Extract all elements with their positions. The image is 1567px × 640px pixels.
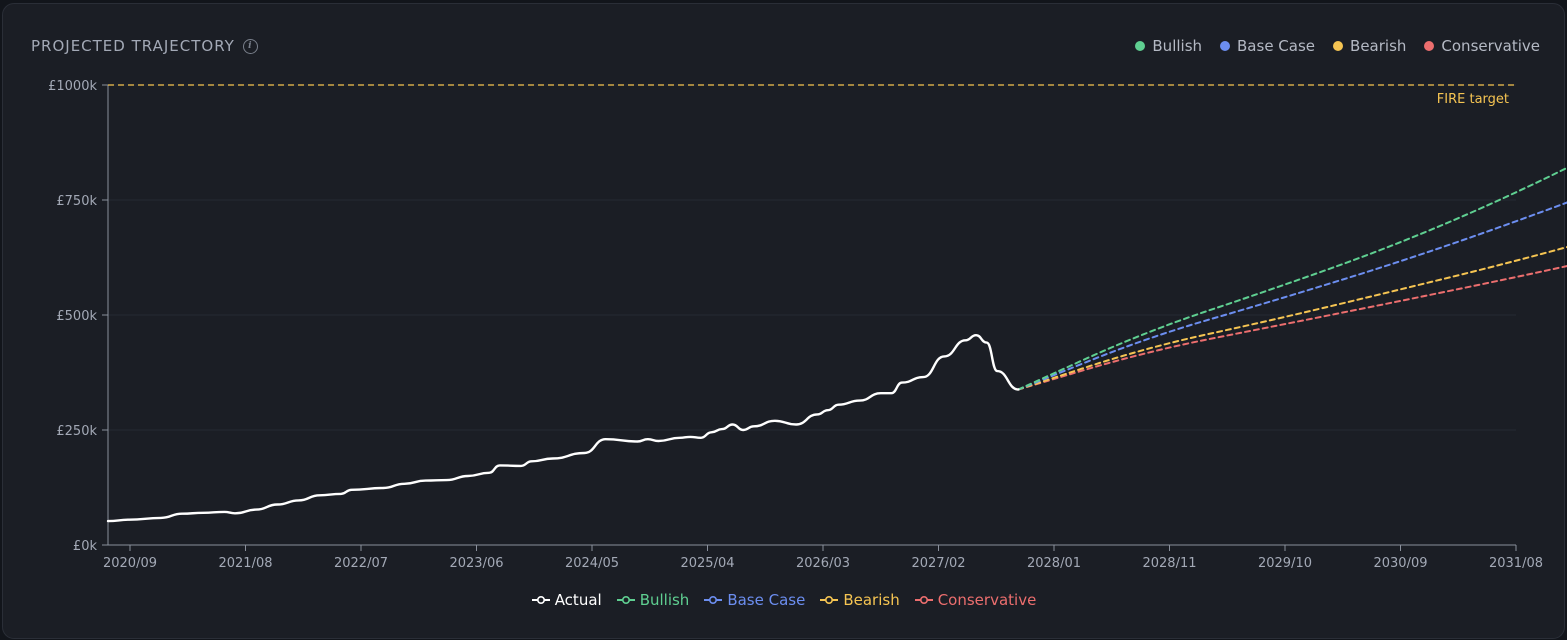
- x-tick-label: 2024/05: [565, 556, 619, 571]
- legend-line-icon: [704, 595, 723, 605]
- chart-title: PROJECTED TRAJECTORY i: [31, 37, 258, 55]
- x-tick-label: 2021/08: [218, 556, 272, 571]
- grid-layer: [108, 84, 1516, 431]
- bottom-legend-base-case[interactable]: Base Case: [703, 591, 805, 609]
- info-icon[interactable]: i: [242, 38, 258, 54]
- top-legend: Bullish Base Case Bearish Conservative: [1135, 37, 1540, 55]
- series-line-base-case: [1017, 201, 1567, 391]
- legend-dot-icon: [1424, 41, 1435, 51]
- y-tick-label: £500k: [56, 309, 97, 324]
- legend-label: Base Case: [727, 591, 806, 609]
- x-tick-label: 2029/10: [1258, 556, 1312, 571]
- series-line-bullish: [1017, 166, 1567, 391]
- series-line-conservative: [1017, 265, 1567, 391]
- top-legend-base-case[interactable]: Base Case: [1220, 37, 1315, 55]
- x-tick-label: 2028/01: [1027, 556, 1081, 571]
- x-tick-label: 2020/09: [103, 556, 157, 571]
- legend-dot-icon: [1135, 41, 1146, 51]
- legend-dot-icon: [1220, 41, 1231, 51]
- series-layer: [106, 166, 1567, 523]
- legend-label: Bullish: [639, 591, 690, 609]
- bottom-legend-bullish[interactable]: Bullish: [616, 591, 690, 609]
- x-tick-label: 2022/07: [334, 556, 388, 571]
- series-line-actual: [106, 334, 1020, 523]
- legend-line-icon: [820, 595, 839, 605]
- legend-label: Conservative: [937, 591, 1037, 609]
- x-tick-label: 2030/09: [1373, 556, 1427, 571]
- legend-label: Actual: [554, 591, 602, 609]
- chart-title-text: PROJECTED TRAJECTORY: [31, 37, 235, 55]
- x-tick-label: 2023/06: [449, 556, 503, 571]
- bottom-legend-actual[interactable]: Actual: [531, 591, 602, 609]
- y-tick-label: £1000k: [48, 79, 97, 94]
- legend-label: Conservative: [1441, 37, 1540, 55]
- y-tick-label: £0k: [73, 539, 98, 554]
- fire-target-label: FIRE target: [1437, 92, 1509, 107]
- top-legend-conservative[interactable]: Conservative: [1424, 37, 1540, 55]
- legend-line-icon: [531, 595, 550, 605]
- legend-label: Bearish: [1350, 37, 1407, 55]
- trajectory-card: PROJECTED TRAJECTORY i Bullish Base Case…: [2, 3, 1565, 639]
- x-tick-label: 2025/04: [680, 556, 734, 571]
- x-tick-label: 2028/11: [1142, 556, 1196, 571]
- axes-layer: £0k £250k £500k £750k £1000k 2020/09 2021/08 20…: [48, 79, 1543, 571]
- legend-label: Bullish: [1152, 37, 1203, 55]
- legend-label: Base Case: [1237, 37, 1316, 55]
- y-tick-label: £250k: [56, 424, 97, 439]
- y-tick-label: £750k: [56, 194, 97, 209]
- x-tick-label: 2026/03: [796, 556, 850, 571]
- legend-line-icon: [616, 595, 635, 605]
- bottom-legend-conservative[interactable]: Conservative: [914, 591, 1037, 609]
- x-tick-label: 2027/02: [911, 556, 965, 571]
- bottom-legend: Actual Bullish Base Case Bearish Conserv…: [0, 591, 1567, 609]
- top-legend-bearish[interactable]: Bearish: [1333, 37, 1406, 55]
- series-line-bearish: [1017, 246, 1567, 391]
- legend-line-icon: [914, 595, 933, 605]
- x-tick-label: 2031/08: [1489, 556, 1543, 571]
- top-legend-bullish[interactable]: Bullish: [1135, 37, 1202, 55]
- legend-label: Bearish: [843, 591, 900, 609]
- fire-target-layer: FIRE target: [108, 84, 1516, 107]
- bottom-legend-bearish[interactable]: Bearish: [819, 591, 900, 609]
- legend-dot-icon: [1333, 41, 1344, 51]
